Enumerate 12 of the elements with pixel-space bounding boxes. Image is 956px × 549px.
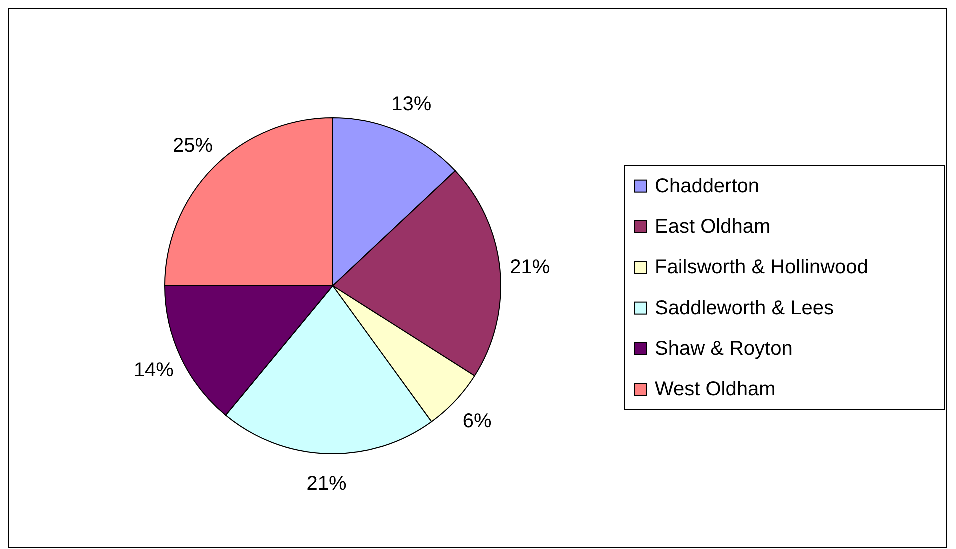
data-label: 25% bbox=[172, 134, 214, 157]
legend-label: Failsworth & Hollinwood bbox=[655, 256, 868, 279]
legend-label: East Oldham bbox=[655, 216, 771, 238]
data-label: 14% bbox=[134, 359, 174, 382]
legend-label: Chadderton bbox=[655, 175, 760, 198]
legend-label: West Oldham bbox=[655, 378, 776, 401]
legend-label: Saddleworth & Lees bbox=[655, 297, 834, 320]
data-label: 21% bbox=[510, 256, 550, 278]
data-label: 21% bbox=[306, 472, 348, 495]
data-label: 6% bbox=[462, 410, 492, 433]
data-label: 13% bbox=[392, 93, 432, 116]
legend-label: Shaw & Royton bbox=[655, 338, 793, 360]
